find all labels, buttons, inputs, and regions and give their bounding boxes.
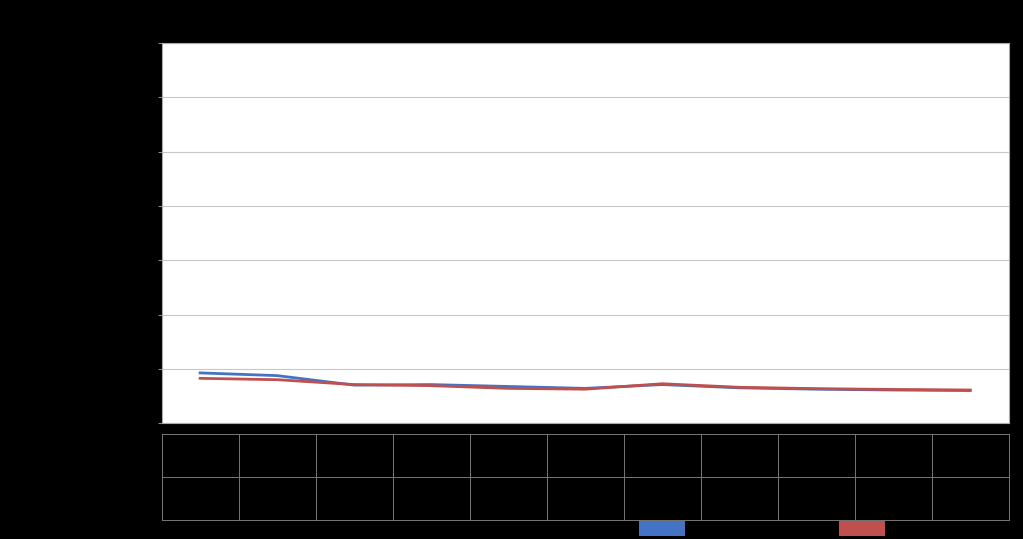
Bar	[639, 521, 685, 536]
Bar	[839, 521, 885, 536]
